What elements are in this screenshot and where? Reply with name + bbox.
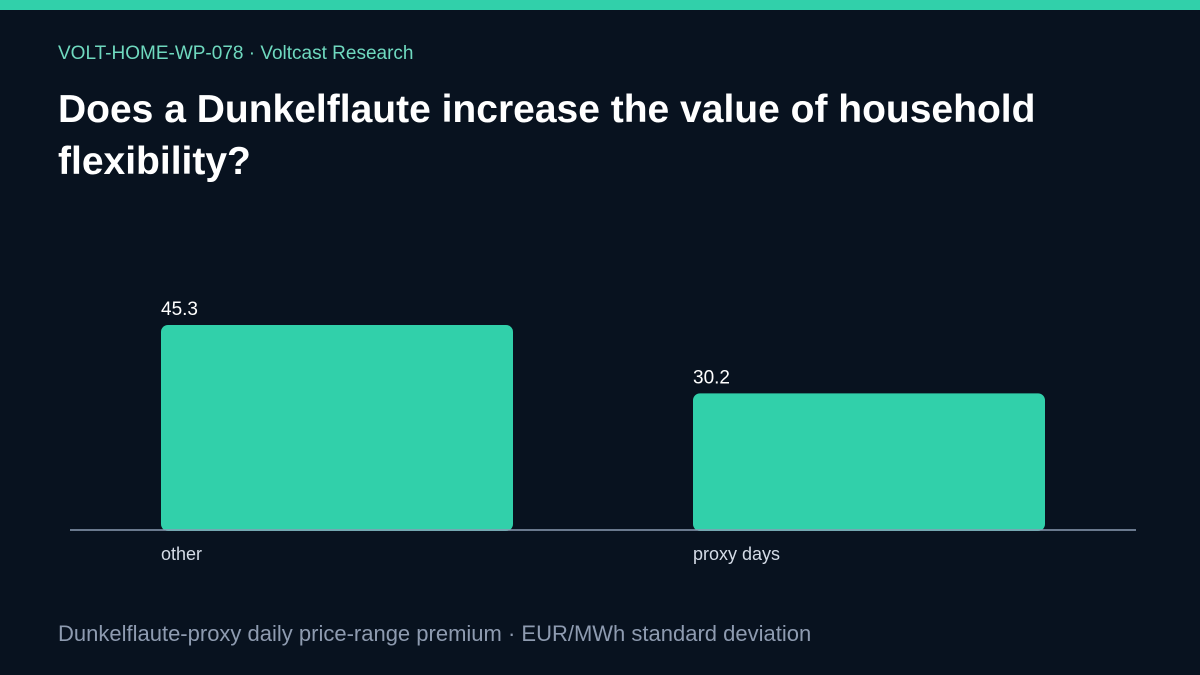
category-label-other: other — [161, 544, 202, 564]
value-label-other: 45.3 — [161, 299, 198, 320]
accent-bar — [0, 0, 1200, 10]
bars-layer — [161, 325, 1045, 531]
labels-layer: 45.3 other 30.2 proxy days — [161, 299, 780, 564]
chart-title: Does a Dunkelflaute increase the value o… — [58, 88, 1036, 183]
report-id: VOLT-HOME-WP-078 · Voltcast Research — [58, 43, 414, 64]
category-label-proxy-days: proxy days — [693, 544, 780, 564]
chart-caption: Dunkelflaute-proxy daily price-range pre… — [58, 621, 812, 646]
value-label-proxy-days: 30.2 — [693, 367, 730, 388]
bar-other — [161, 325, 513, 531]
bar-proxy-days — [693, 393, 1045, 531]
